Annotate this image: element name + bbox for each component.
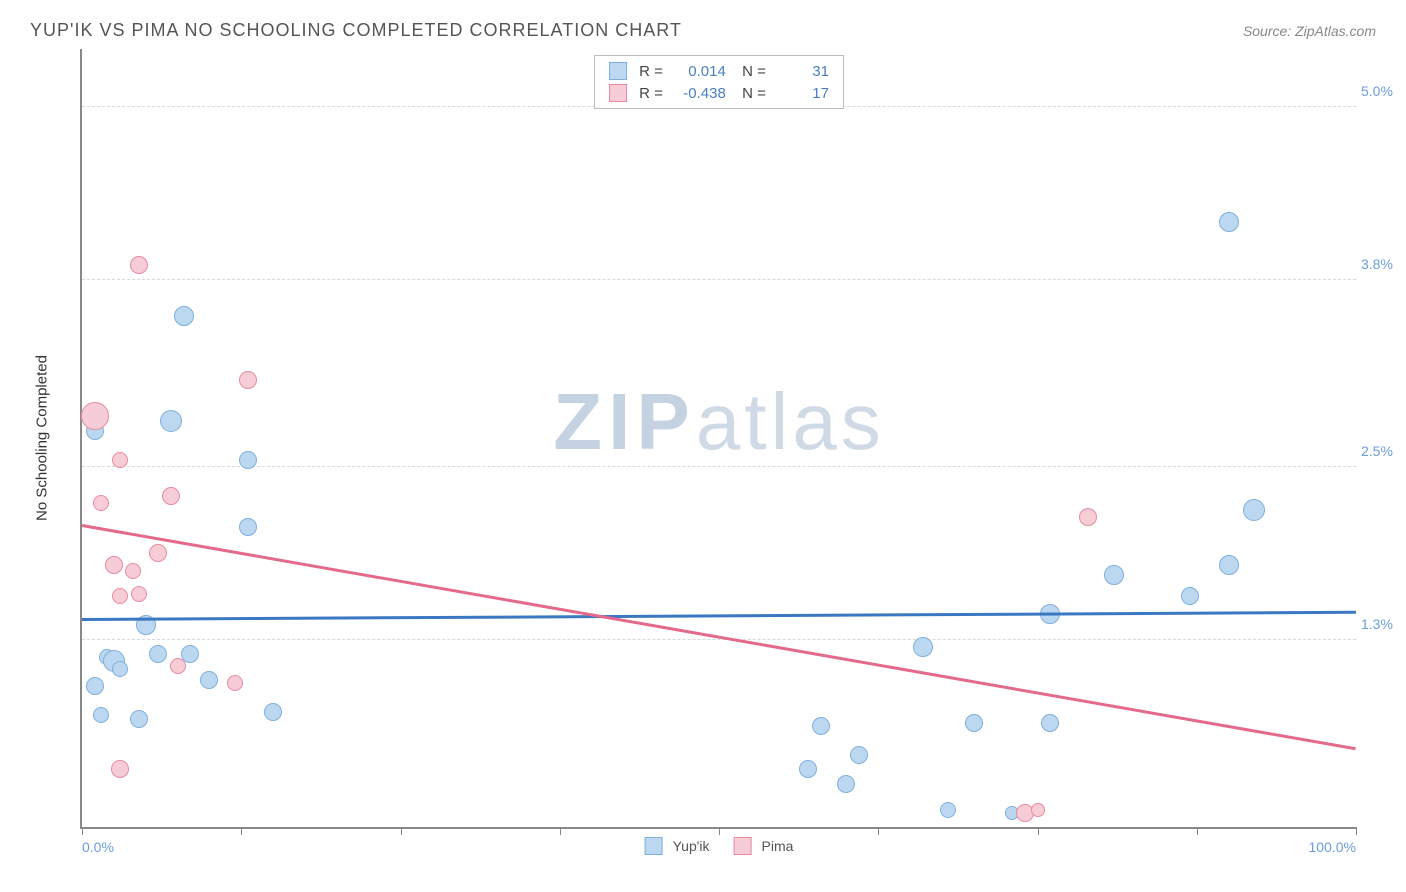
data-point xyxy=(130,710,148,728)
grid-line xyxy=(82,279,1356,280)
trend-line xyxy=(82,611,1356,621)
data-point xyxy=(965,714,983,732)
data-point xyxy=(913,637,933,657)
x-tick xyxy=(1197,827,1198,835)
data-point xyxy=(227,675,243,691)
data-point xyxy=(174,306,194,326)
x-tick-label: 100.0% xyxy=(1309,839,1356,855)
series-legend: Yup'ik Pima xyxy=(645,837,794,855)
x-tick xyxy=(1038,827,1039,835)
series-legend-label: Pima xyxy=(762,838,794,854)
data-point xyxy=(105,556,123,574)
data-point xyxy=(812,717,830,735)
chart-container: YUP'IK VS PIMA NO SCHOOLING COMPLETED CO… xyxy=(30,20,1376,872)
data-point xyxy=(125,563,141,579)
y-tick-label: 3.8% xyxy=(1361,256,1406,272)
data-point xyxy=(130,256,148,274)
correlation-legend-row: R = 0.014 N = 31 xyxy=(609,60,829,82)
data-point xyxy=(81,402,109,430)
series-legend-item: Pima xyxy=(734,837,794,855)
data-point xyxy=(170,658,186,674)
data-point xyxy=(149,544,167,562)
series-legend-label: Yup'ik xyxy=(673,838,710,854)
legend-r-value-0: 0.014 xyxy=(671,63,726,80)
data-point xyxy=(112,661,128,677)
y-tick-label: 5.0% xyxy=(1361,83,1406,99)
watermark: ZIPatlas xyxy=(553,376,884,468)
data-point xyxy=(86,677,104,695)
data-point xyxy=(1243,499,1265,521)
y-tick-label: 2.5% xyxy=(1361,443,1406,459)
data-point xyxy=(239,371,257,389)
watermark-light: atlas xyxy=(696,377,885,466)
data-point xyxy=(837,775,855,793)
legend-n-value-1: 17 xyxy=(774,85,829,102)
data-point xyxy=(160,410,182,432)
plot-area: No Schooling Completed ZIPatlas R = 0.01… xyxy=(80,49,1356,829)
legend-swatch xyxy=(645,837,663,855)
data-point xyxy=(149,645,167,663)
y-axis-title: No Schooling Completed xyxy=(34,355,51,521)
data-point xyxy=(239,451,257,469)
x-tick xyxy=(560,827,561,835)
chart-header: YUP'IK VS PIMA NO SCHOOLING COMPLETED CO… xyxy=(30,20,1376,41)
legend-swatch xyxy=(734,837,752,855)
legend-swatch-pima xyxy=(609,84,627,102)
watermark-bold: ZIP xyxy=(553,377,695,466)
data-point xyxy=(1031,803,1045,817)
data-point xyxy=(940,802,956,818)
data-point xyxy=(1079,508,1097,526)
correlation-legend-row: R = -0.438 N = 17 xyxy=(609,82,829,104)
data-point xyxy=(264,703,282,721)
data-point xyxy=(1219,212,1239,232)
series-legend-item: Yup'ik xyxy=(645,837,710,855)
legend-r-label: R = xyxy=(639,63,663,80)
legend-n-label: N = xyxy=(734,63,766,80)
data-point xyxy=(131,586,147,602)
x-tick xyxy=(401,827,402,835)
data-point xyxy=(1219,555,1239,575)
data-point xyxy=(112,452,128,468)
data-point xyxy=(799,760,817,778)
grid-line xyxy=(82,466,1356,467)
chart-source: Source: ZipAtlas.com xyxy=(1243,23,1376,39)
legend-n-value-0: 31 xyxy=(774,63,829,80)
data-point xyxy=(112,588,128,604)
data-point xyxy=(162,487,180,505)
data-point xyxy=(111,760,129,778)
x-tick xyxy=(241,827,242,835)
data-point xyxy=(93,495,109,511)
data-point xyxy=(1041,714,1059,732)
data-point xyxy=(1181,587,1199,605)
data-point xyxy=(200,671,218,689)
chart-title: YUP'IK VS PIMA NO SCHOOLING COMPLETED CO… xyxy=(30,20,682,41)
x-tick-label: 0.0% xyxy=(82,839,114,855)
legend-n-label: N = xyxy=(734,85,766,102)
grid-line xyxy=(82,639,1356,640)
x-tick xyxy=(1356,827,1357,835)
legend-r-label: R = xyxy=(639,85,663,102)
data-point xyxy=(850,746,868,764)
x-tick xyxy=(719,827,720,835)
correlation-legend: R = 0.014 N = 31 R = -0.438 N = 17 xyxy=(594,55,844,109)
data-point xyxy=(1104,565,1124,585)
y-tick-label: 1.3% xyxy=(1361,616,1406,632)
legend-r-value-1: -0.438 xyxy=(671,85,726,102)
x-tick xyxy=(82,827,83,835)
legend-swatch-yupik xyxy=(609,62,627,80)
data-point xyxy=(93,707,109,723)
x-tick xyxy=(878,827,879,835)
data-point xyxy=(239,518,257,536)
